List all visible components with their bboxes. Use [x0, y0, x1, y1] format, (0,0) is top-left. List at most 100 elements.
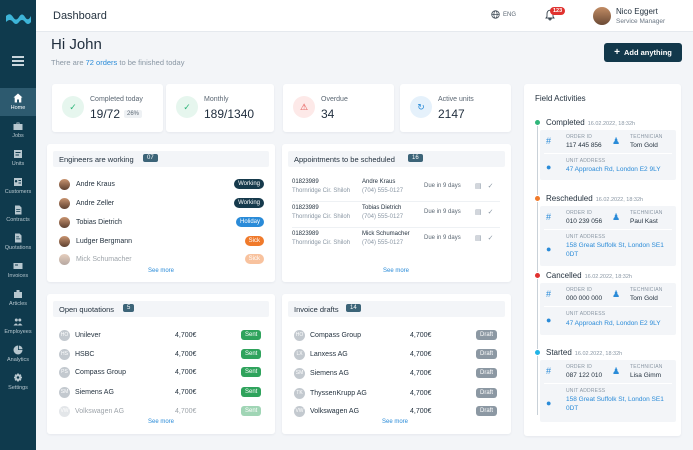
company: Thornridge Cir. Shiloh — [292, 214, 351, 220]
sidebar-item-label: Contracts — [6, 217, 30, 223]
orders-count-link[interactable]: 72 orders — [85, 58, 118, 67]
unit-address-link[interactable]: 158 Great Suffolk St, London SE1 0DT — [566, 242, 664, 258]
sidebar-item-quotations[interactable]: Quotations — [0, 228, 36, 256]
list-item[interactable]: Andre Zeller Working — [59, 196, 264, 210]
table-row[interactable]: 01823989 Thornridge Cir. Shiloh Mick Sch… — [292, 228, 500, 254]
location-pin-icon: ● — [546, 315, 552, 325]
sidebar-item-label: Analytics — [6, 357, 29, 363]
technician-icon: ♟ — [612, 136, 621, 146]
stat-card-active-units[interactable]: ↻ Active units 2147 — [400, 84, 511, 132]
see-more-link[interactable]: See more — [148, 268, 175, 274]
hash-icon: # — [546, 136, 552, 146]
engineer-name: Andre Kraus — [76, 180, 115, 188]
list-item[interactable]: SM Siemens AG 4,700€ Draft — [294, 366, 499, 380]
hash-icon: # — [546, 212, 552, 222]
check-icon[interactable]: ✓ — [487, 235, 494, 242]
activity-date: 16.02.2022, 18:32h — [587, 121, 636, 127]
stat-card-overdue[interactable]: ⚠ Overdue 34 — [283, 84, 394, 132]
check-icon[interactable]: ✓ — [487, 183, 494, 190]
user-avatar[interactable] — [593, 7, 611, 25]
status-badge: Sick — [244, 236, 264, 246]
language-selector[interactable]: ENG — [491, 10, 516, 19]
see-more-link[interactable]: See more — [382, 419, 409, 425]
sidebar-item-jobs[interactable]: Jobs — [0, 116, 36, 144]
sidebar-item-employees[interactable]: Employees — [0, 312, 36, 340]
stat-card-monthly[interactable]: ✓ Monthly 189/1340 — [166, 84, 274, 132]
units-icon — [14, 150, 22, 158]
activity-card[interactable]: # ORDER ID 117 445 856 ♟ TECHNICIAN Tom … — [540, 130, 676, 180]
order-id: 01823989 — [292, 179, 319, 185]
status-badge: Sent — [241, 387, 262, 397]
sidebar-item-contracts[interactable]: Contracts — [0, 200, 36, 228]
status-badge: Draft — [476, 330, 498, 340]
activity-card[interactable]: # ORDER ID 000 000 000 ♟ TECHNICIAN Tom … — [540, 283, 676, 335]
status-badge: Sent — [241, 406, 262, 416]
divider — [544, 153, 672, 154]
sidebar-item-analytics[interactable]: Analytics — [0, 340, 36, 368]
status-badge: Sent — [241, 367, 262, 377]
sidebar-item-home[interactable]: Home — [0, 88, 36, 116]
list-item[interactable]: LX Lanxess AG 4,700€ Draft — [294, 347, 499, 361]
sidebar: Home Jobs Units Customers Contracts Quot… — [0, 0, 36, 450]
list-item[interactable]: VW Volkswagen AG 4,700€ Draft — [294, 404, 499, 418]
amount: 4,700€ — [410, 350, 432, 358]
panel-header: Appointments to be scheduled 16 — [288, 151, 505, 167]
contracts-icon — [15, 205, 22, 215]
see-more-link[interactable]: See more — [383, 268, 410, 274]
status-badge: Working — [234, 179, 264, 189]
app-logo-icon[interactable] — [4, 12, 32, 26]
activity-card[interactable]: # ORDER ID 087 122 010 ♟ TECHNICIAN Lisa… — [540, 360, 676, 422]
table-row[interactable]: 01823989 Thornridge Cir. Shiloh Tobias D… — [292, 202, 500, 228]
company-name: Siemens AG — [75, 388, 114, 396]
activity-card[interactable]: # ORDER ID 010 239 056 ♟ TECHNICIAN Paul… — [540, 206, 676, 266]
appointments-panel: Appointments to be scheduled 16 01823989… — [282, 144, 511, 282]
status-badge: Draft — [476, 388, 498, 398]
list-item[interactable]: Andre Kraus Working — [59, 177, 264, 191]
sidebar-item-units[interactable]: Units — [0, 144, 36, 172]
activity-date: 16.02.2022, 18:32h — [584, 274, 632, 280]
unit-address-link[interactable]: 158 Great Suffolk St, London SE1 0DT — [566, 396, 664, 412]
sidebar-item-articles[interactable]: Articles — [0, 284, 36, 312]
avatar — [59, 216, 70, 228]
company-name: Compass Group — [75, 368, 126, 376]
sidebar-item-label: Jobs — [12, 133, 24, 139]
chat-icon[interactable]: ▤ — [475, 235, 482, 242]
table-row[interactable]: 01823989 Thornridge Cir. Shiloh Andre Kr… — [292, 176, 500, 202]
count-badge: 16 — [408, 154, 423, 162]
list-item[interactable]: Ludger Bergmann Sick — [59, 234, 264, 248]
sidebar-item-settings[interactable]: Settings — [0, 368, 36, 396]
list-item[interactable]: HO Unilever 4,700€ Sent — [59, 328, 264, 342]
panel-header: Open quotations 5 — [53, 301, 269, 317]
unit-address-link[interactable]: 47 Approach Rd, London E2 9LY — [566, 166, 661, 173]
menu-toggle-icon[interactable] — [12, 56, 24, 66]
unit-address-link[interactable]: 47 Approach Rd, London E2 9LY — [566, 320, 661, 327]
order-id-label: ORDER ID — [566, 364, 593, 370]
greeting-prefix: There are — [51, 58, 84, 67]
sidebar-item-customers[interactable]: Customers — [0, 172, 36, 200]
status-badge: Sent — [241, 349, 262, 359]
add-anything-button[interactable]: + Add anything — [604, 43, 682, 62]
list-item[interactable]: HS HSBC 4,700€ Sent — [59, 347, 264, 361]
list-item[interactable]: VW Volkswagen AG 4,700€ Sent — [59, 404, 264, 418]
stat-card-completed[interactable]: ✓ Completed today 19/72 26% — [52, 84, 163, 132]
list-item[interactable]: HO Compass Group 4,700€ Draft — [294, 328, 499, 342]
activity-date: 16.02.2022, 18:32h — [574, 351, 623, 357]
status-badge: Sick — [244, 254, 264, 264]
check-icon[interactable]: ✓ — [487, 209, 494, 216]
chat-icon[interactable]: ▤ — [475, 183, 482, 190]
amount: 4,700€ — [410, 369, 432, 377]
list-item[interactable]: TK ThyssenKrupp AG 4,700€ Draft — [294, 386, 499, 400]
see-more-link[interactable]: See more — [148, 419, 175, 425]
company: Thornridge Cir. Shiloh — [292, 188, 351, 194]
list-item[interactable]: PS Compass Group 4,700€ Sent — [59, 365, 264, 379]
sidebar-item-invoices[interactable]: Invoices — [0, 256, 36, 284]
list-item[interactable]: SM Siemens AG 4,700€ Sent — [59, 385, 264, 399]
list-item[interactable]: Tobias Dietrich Holiday — [59, 215, 264, 229]
customers-icon — [14, 178, 22, 186]
sidebar-item-label: Quotations — [4, 245, 32, 251]
status-dot — [534, 272, 541, 279]
chat-icon[interactable]: ▤ — [475, 209, 482, 216]
list-item[interactable]: Mick Schumacher Sick — [59, 252, 264, 266]
status-badge: Draft — [476, 349, 498, 359]
status-dot — [534, 349, 541, 356]
